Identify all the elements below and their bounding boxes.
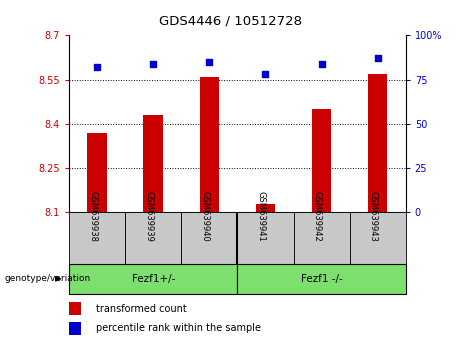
Bar: [256, 204, 275, 212]
Bar: [237, 264, 406, 294]
Bar: [237, 212, 294, 264]
Text: Fezf1+/-: Fezf1+/-: [131, 274, 175, 284]
Text: GSM639940: GSM639940: [201, 191, 209, 242]
Text: percentile rank within the sample: percentile rank within the sample: [96, 323, 261, 333]
Text: Fezf1 -/-: Fezf1 -/-: [301, 274, 343, 284]
Bar: [349, 212, 406, 264]
Bar: [88, 133, 107, 212]
Bar: [125, 212, 181, 264]
Bar: [294, 212, 349, 264]
Text: GSM639942: GSM639942: [313, 191, 322, 242]
Text: GDS4446 / 10512728: GDS4446 / 10512728: [159, 14, 302, 27]
Bar: [368, 74, 387, 212]
Point: [94, 64, 101, 70]
Text: GSM639939: GSM639939: [144, 191, 153, 242]
Bar: [312, 109, 331, 212]
Point: [206, 59, 213, 65]
Point: [374, 56, 381, 61]
Point: [262, 72, 269, 77]
Text: GSM639941: GSM639941: [256, 191, 266, 242]
Bar: [69, 264, 237, 294]
Bar: [69, 212, 125, 264]
Text: GSM639938: GSM639938: [88, 191, 97, 242]
Text: genotype/variation: genotype/variation: [5, 274, 91, 283]
Text: transformed count: transformed count: [96, 304, 187, 314]
Bar: [143, 115, 163, 212]
Bar: [181, 212, 237, 264]
Text: GSM639943: GSM639943: [369, 191, 378, 242]
Bar: [200, 77, 219, 212]
Point: [318, 61, 325, 67]
Bar: [69, 302, 81, 315]
Bar: [69, 322, 81, 335]
Point: [149, 61, 157, 67]
